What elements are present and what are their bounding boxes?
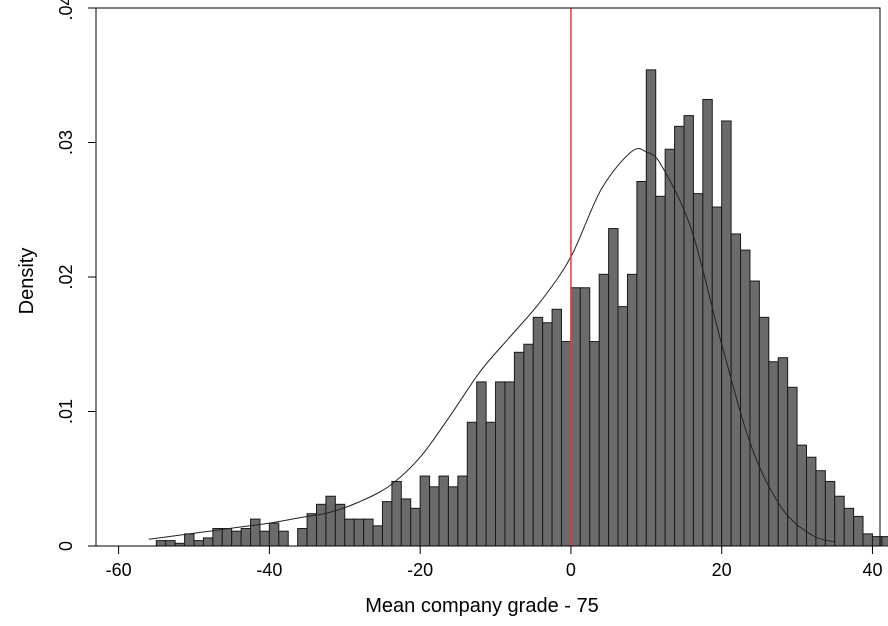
histogram-bar: [231, 530, 242, 547]
histogram-bar: [202, 537, 214, 547]
histogram-bar: [184, 533, 195, 547]
histogram-bar: [297, 528, 308, 547]
histogram-bar: [683, 115, 694, 547]
histogram-bar: [353, 518, 365, 547]
x-tick-label: -60: [106, 560, 132, 580]
histogram-bar: [381, 501, 393, 547]
histogram-bar: [447, 486, 459, 547]
histogram-bar: [485, 421, 497, 547]
histogram-bar: [730, 233, 742, 547]
density-curve-group: [148, 148, 835, 543]
histogram-bar: [438, 475, 449, 547]
histogram-bar: [513, 351, 525, 547]
histogram-bar: [429, 486, 440, 547]
x-tick-label: -40: [256, 560, 282, 580]
histogram-bar: [212, 528, 223, 547]
histogram-bar: [250, 518, 261, 547]
histogram-bar: [626, 273, 638, 547]
histogram-bar: [645, 69, 657, 547]
histogram-bar: [674, 125, 685, 547]
histogram-bar: [862, 533, 873, 547]
histogram-bar: [193, 540, 204, 547]
histogram-bar: [853, 515, 864, 547]
histogram-bar: [740, 249, 751, 547]
histogram-bar: [824, 480, 836, 547]
histogram-bar: [561, 341, 572, 547]
x-tick-label: 0: [566, 560, 576, 580]
histogram-bar: [316, 503, 327, 547]
histogram-bar: [165, 540, 176, 547]
histogram-bar: [787, 386, 798, 547]
x-tick-label: 20: [712, 560, 732, 580]
histogram-bar: [240, 528, 252, 547]
histogram-bar: [589, 341, 600, 547]
histogram-bar: [768, 361, 779, 547]
histogram-bar: [551, 308, 562, 547]
y-tick-label: .01: [56, 399, 76, 424]
histogram-bar: [579, 287, 591, 547]
x-axis-title: Mean company grade - 75: [365, 595, 598, 617]
histogram-bar: [457, 475, 468, 547]
histogram-bar: [617, 306, 628, 547]
y-tick-label: .04: [56, 0, 76, 21]
histogram-bar: [419, 475, 431, 547]
histogram-bar: [532, 316, 544, 547]
histogram-bar: [306, 513, 318, 547]
y-axis-title: Density: [16, 248, 38, 315]
histogram-bar: [655, 195, 666, 547]
histogram-bar: [363, 518, 374, 547]
y-tick-label: 0: [56, 541, 76, 551]
histogram-bar: [278, 530, 289, 547]
histogram-bar: [777, 357, 789, 547]
histogram-bar: [721, 120, 732, 547]
histogram-bar: [268, 522, 280, 547]
histogram-bar: [692, 193, 704, 547]
histogram-bar: [702, 98, 713, 547]
histogram-bar: [410, 507, 421, 547]
histogram-bar: [400, 498, 412, 547]
histogram-bar: [664, 148, 676, 547]
histogram-bar: [372, 525, 383, 547]
histogram-bar: [155, 540, 167, 547]
histogram-bar: [711, 206, 723, 547]
histogram-bar: [815, 470, 826, 547]
histogram-bar: [843, 507, 855, 547]
histogram-bar: [476, 381, 487, 547]
histogram-bar: [636, 181, 647, 547]
histogram-bar: [881, 536, 888, 547]
histogram-bar: [570, 287, 581, 547]
y-tick-label: .03: [56, 130, 76, 155]
axes-group: -60 -40 -20 0 20 40 0 .01 .02 .03 .04: [56, 0, 882, 580]
histogram-bar: [495, 381, 506, 547]
histogram-bar: [598, 273, 610, 547]
x-tick-label: -20: [407, 560, 433, 580]
histogram-bar: [758, 316, 770, 547]
histogram-bar: [391, 480, 402, 547]
histogram-bar: [523, 343, 534, 547]
x-tick-label: 40: [862, 560, 882, 580]
histogram-bar: [608, 228, 619, 547]
density-curve: [148, 148, 835, 543]
y-tick-label: .02: [56, 264, 76, 289]
histogram-bar: [259, 530, 270, 547]
histogram-bar: [749, 280, 760, 547]
histogram-bar: [834, 495, 845, 547]
bars-group: [155, 69, 888, 547]
histogram-bar: [344, 518, 355, 547]
histogram-bar: [325, 495, 336, 547]
histogram-bar: [466, 421, 478, 547]
histogram-bar: [221, 528, 233, 547]
histogram-bar: [542, 322, 553, 547]
histogram-bar: [504, 381, 515, 547]
